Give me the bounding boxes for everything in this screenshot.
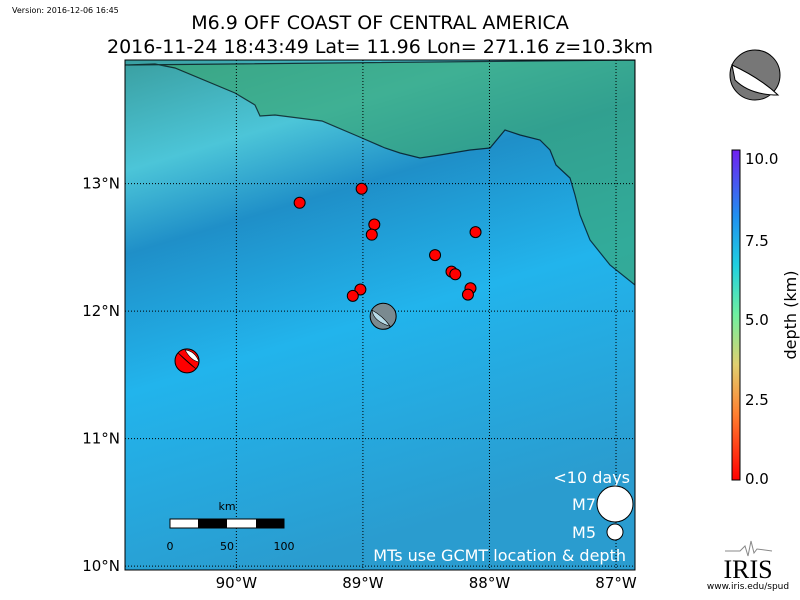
lon-tick-label: 90°W bbox=[216, 574, 258, 592]
earthquake-marker[interactable] bbox=[469, 226, 482, 239]
earthquake-marker[interactable] bbox=[346, 289, 359, 302]
depth-colorbar bbox=[731, 149, 741, 481]
scale-bar: km 0 50 100 bbox=[167, 500, 295, 553]
lon-tick-label: 89°W bbox=[342, 574, 384, 592]
scale-label: 100 bbox=[274, 540, 295, 553]
earthquake-marker[interactable] bbox=[368, 218, 381, 231]
lat-tick-label: 13°N bbox=[82, 175, 120, 193]
lat-tick-label: 10°N bbox=[82, 557, 120, 575]
subtitle: 2016-11-24 18:43:49 Lat= 11.96 Lon= 271.… bbox=[106, 36, 653, 58]
earthquake-marker[interactable] bbox=[354, 283, 367, 296]
iris-url: www.iris.edu/spud bbox=[707, 582, 789, 592]
svg-text:5.0: 5.0 bbox=[745, 311, 769, 329]
svg-text:7.5: 7.5 bbox=[745, 232, 769, 250]
scale-unit: km bbox=[218, 500, 235, 513]
map-frame bbox=[124, 59, 636, 571]
version-label: Version: 2016-12-06 16:45 bbox=[12, 6, 119, 15]
scale-label: 0 bbox=[167, 540, 174, 553]
iris-logo: IRIS www.iris.edu/spud bbox=[707, 540, 789, 592]
lon-tick-label: 87°W bbox=[595, 574, 637, 592]
svg-text:10.0: 10.0 bbox=[745, 150, 778, 168]
earthquake-marker[interactable] bbox=[461, 288, 474, 301]
coastline bbox=[125, 60, 635, 286]
earthquake-marker[interactable] bbox=[293, 196, 306, 209]
svg-text:2.5: 2.5 bbox=[745, 391, 769, 409]
earthquake-marker[interactable] bbox=[449, 268, 462, 281]
legend-m5: M5 bbox=[572, 523, 596, 542]
legend-note: MTs use GCMT location & depth bbox=[373, 546, 626, 565]
scale-label: 50 bbox=[220, 540, 234, 553]
earthquake-marker[interactable] bbox=[429, 249, 442, 262]
earthquake-marker[interactable] bbox=[365, 228, 378, 241]
colorbar-ticks: 10.0 7.5 5.0 2.5 0.0 bbox=[745, 150, 778, 488]
title: M6.9 OFF COAST OF CENTRAL AMERICA bbox=[191, 12, 569, 34]
lon-tick-label: 88°W bbox=[469, 574, 511, 592]
lat-tick-label: 11°N bbox=[82, 430, 120, 448]
svg-text:0.0: 0.0 bbox=[745, 470, 769, 488]
legend-title: <10 days bbox=[553, 468, 630, 487]
legend: <10 days M7 M5 MTs use GCMT location & d… bbox=[373, 468, 634, 565]
svg-text:IRIS: IRIS bbox=[723, 555, 772, 584]
main-event-marker[interactable] bbox=[369, 302, 397, 330]
legend-m7: M7 bbox=[572, 495, 596, 514]
colorbar-label: depth (km) bbox=[781, 271, 800, 360]
earthquake-marker[interactable] bbox=[355, 182, 368, 195]
lat-tick-label: 12°N bbox=[82, 302, 120, 320]
map-area bbox=[125, 60, 635, 570]
